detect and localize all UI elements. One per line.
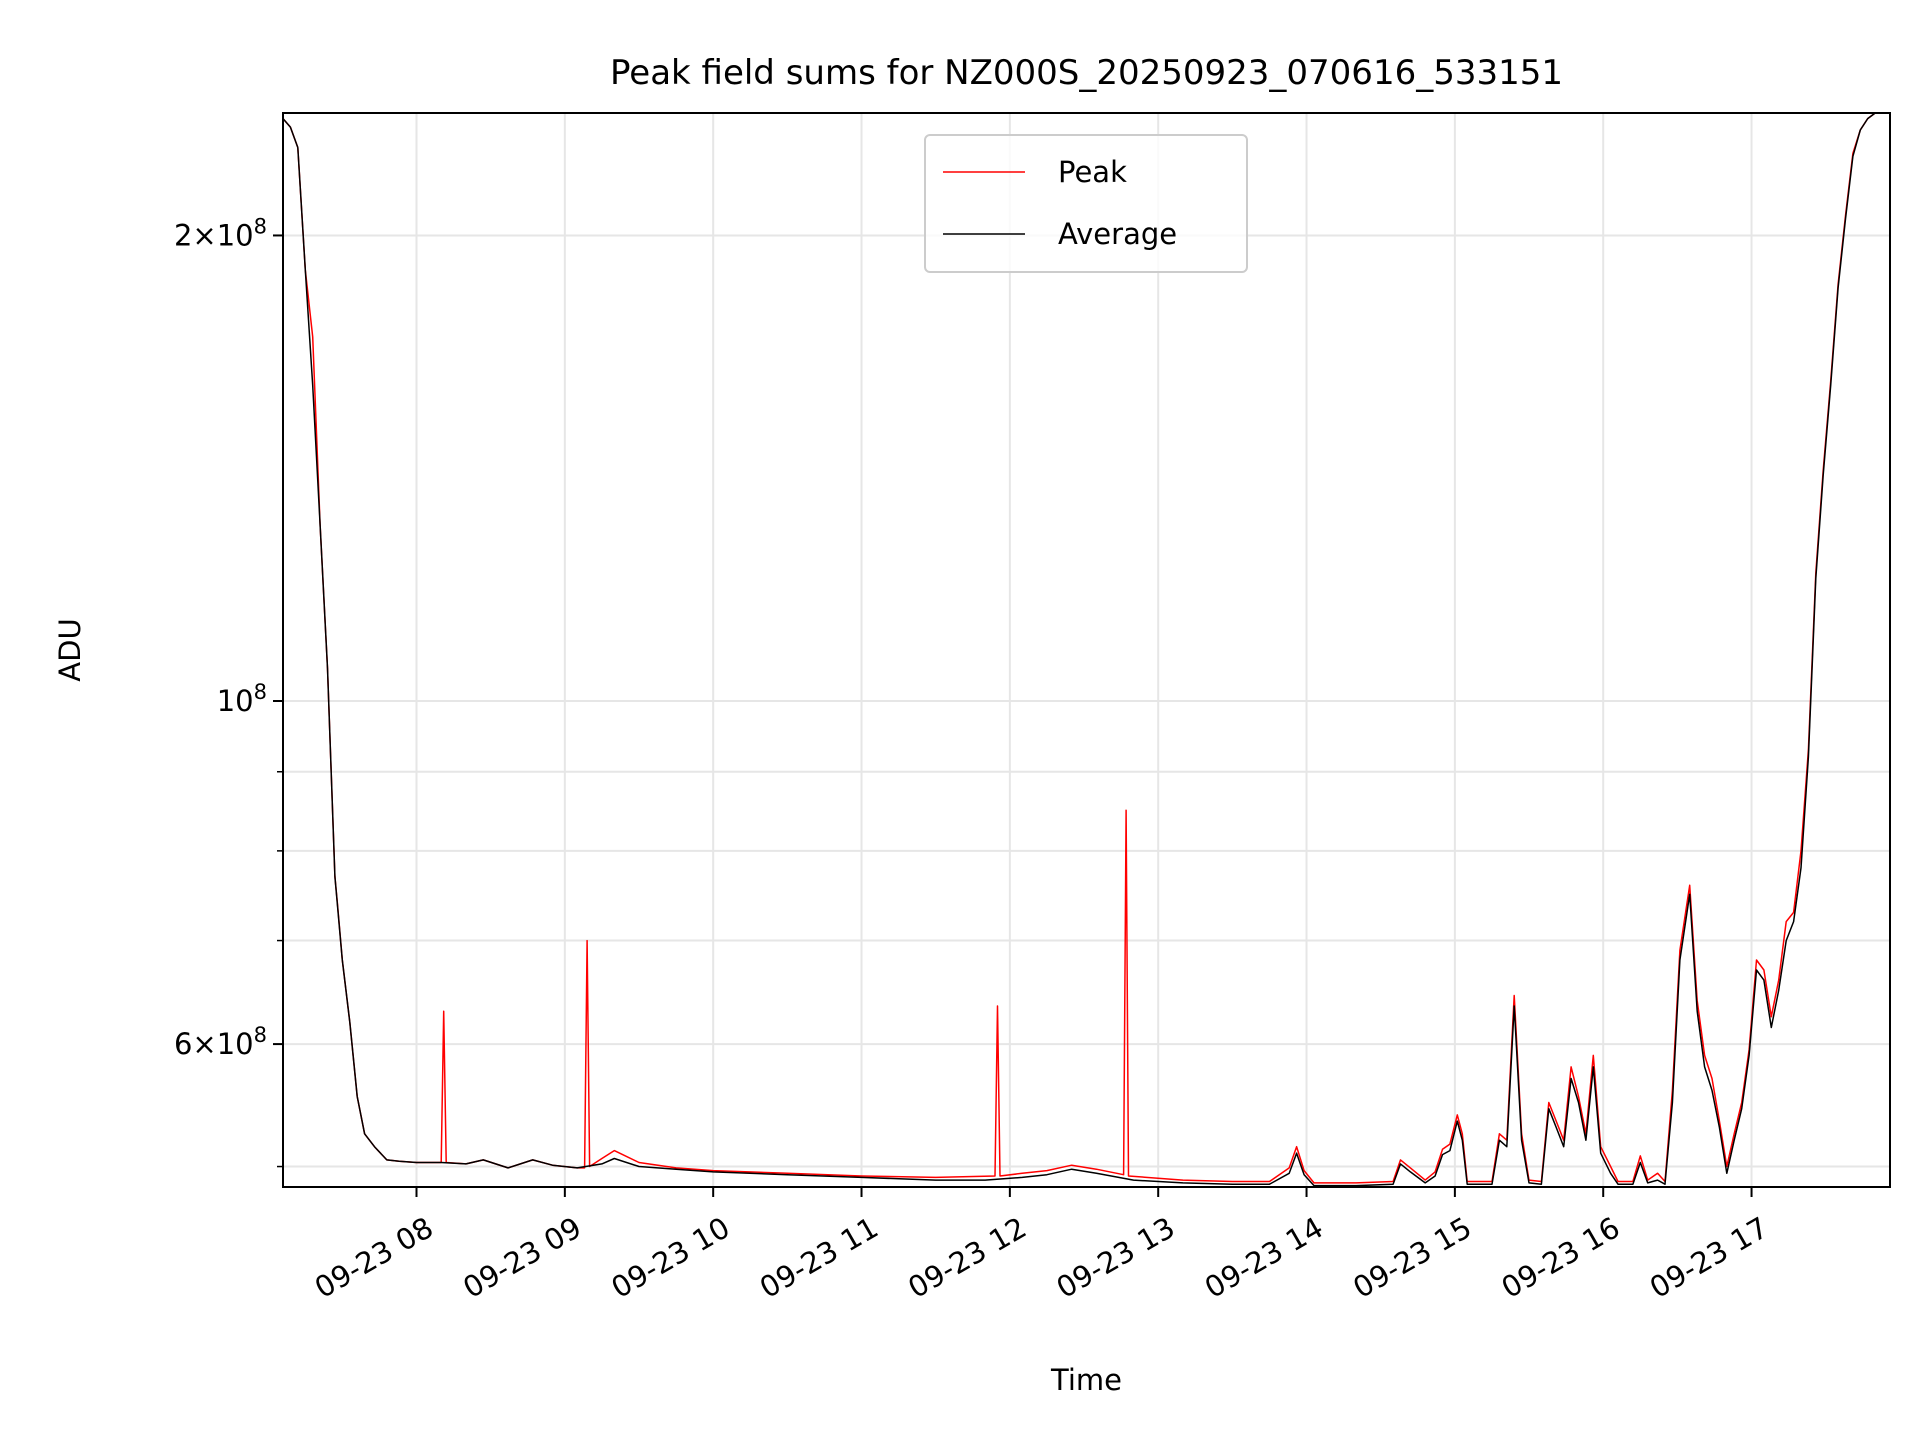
axis-ticks: 09-23 08 09-23 09 09-23 10 09-23 11 09-23 12… bbox=[174, 214, 1774, 1305]
grid-lines bbox=[283, 113, 1890, 1187]
x-tick-label: 09-23 12 bbox=[902, 1210, 1032, 1305]
legend: Peak Average bbox=[924, 134, 1248, 273]
legend-box bbox=[924, 134, 1248, 273]
legend-label-peak: Peak bbox=[1058, 155, 1127, 189]
x-tick-label: 09-23 11 bbox=[754, 1210, 884, 1305]
x-tick-label: 09-23 17 bbox=[1644, 1210, 1774, 1305]
series-line-average bbox=[282, 112, 1890, 1187]
y-tick-label: 2×108 bbox=[174, 214, 267, 252]
y-tick-label: 108 bbox=[217, 680, 267, 718]
x-tick-label: 09-23 16 bbox=[1496, 1210, 1626, 1305]
x-tick-label: 09-23 10 bbox=[606, 1210, 736, 1305]
legend-label-average: Average bbox=[1058, 217, 1177, 251]
chart-title: Peak field sums for NZ000S_20250923_0706… bbox=[610, 53, 1563, 93]
plot-frame bbox=[282, 112, 1891, 1188]
x-tick-label: 09-23 08 bbox=[309, 1210, 439, 1305]
y-axis-label: ADU bbox=[53, 618, 87, 681]
x-tick-label: 09-23 09 bbox=[457, 1210, 587, 1305]
series-line-peak bbox=[282, 112, 1890, 1184]
x-tick-label: 09-23 14 bbox=[1199, 1210, 1329, 1305]
x-tick-label: 09-23 15 bbox=[1347, 1210, 1477, 1305]
x-axis-label: Time bbox=[1050, 1363, 1122, 1397]
y-tick-label: 6×108 bbox=[174, 1023, 267, 1061]
x-tick-label: 09-23 13 bbox=[1051, 1210, 1181, 1305]
series-lines bbox=[282, 112, 1890, 1187]
